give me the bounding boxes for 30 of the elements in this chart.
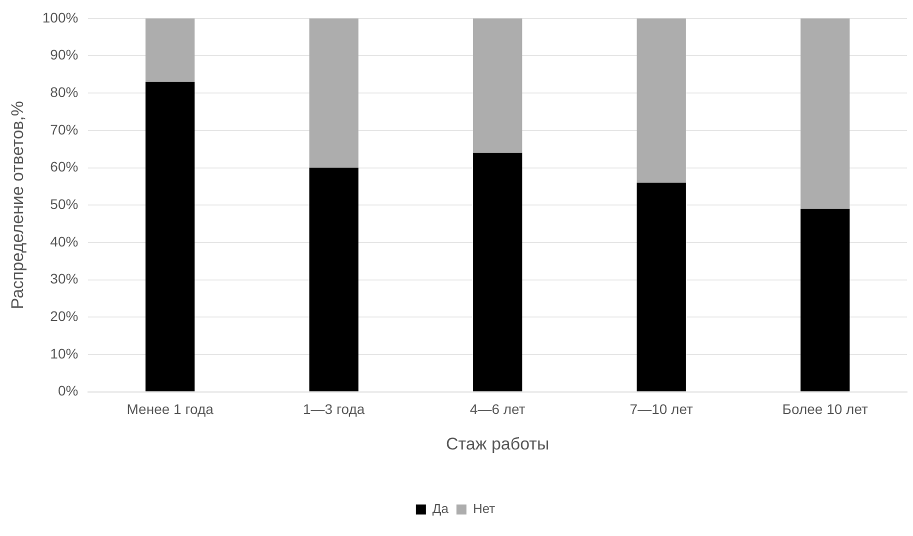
y-tick-label: 60% (50, 158, 78, 175)
bar (309, 168, 358, 392)
legend-label: Нет (472, 501, 496, 516)
y-tick-label: 30% (50, 270, 78, 287)
bar (309, 18, 358, 168)
bar (800, 208, 850, 392)
y-tick-label: 40% (50, 233, 78, 250)
bar (146, 18, 195, 82)
y-tick-label: 20% (50, 308, 78, 324)
bar (636, 182, 686, 392)
bar (146, 82, 195, 392)
y-tick-label: 100% (42, 9, 78, 26)
y-tick-label: 50% (50, 196, 78, 212)
bar (473, 152, 522, 392)
y-tick-label: 90% (50, 46, 78, 63)
bar (800, 18, 850, 209)
bar (636, 18, 686, 183)
x-tick-label: Более 10 лет (782, 401, 869, 418)
legend-label: Да (432, 501, 450, 516)
x-axis-title: Стаж работы (446, 434, 550, 454)
y-axis-title: Распределение ответов,% (8, 100, 27, 310)
bar (473, 18, 522, 153)
y-tick-label: 80% (50, 84, 78, 100)
x-tick-label: 1—3 года (302, 401, 365, 418)
y-tick-label: 10% (50, 345, 78, 362)
x-tick-label: Менее 1 года (126, 401, 214, 418)
y-tick-label: 70% (50, 121, 78, 138)
x-tick-label: 4—6 лет (470, 401, 526, 418)
y-tick-label: 0% (58, 382, 78, 399)
x-tick-label: 7—10 лет (630, 401, 694, 418)
